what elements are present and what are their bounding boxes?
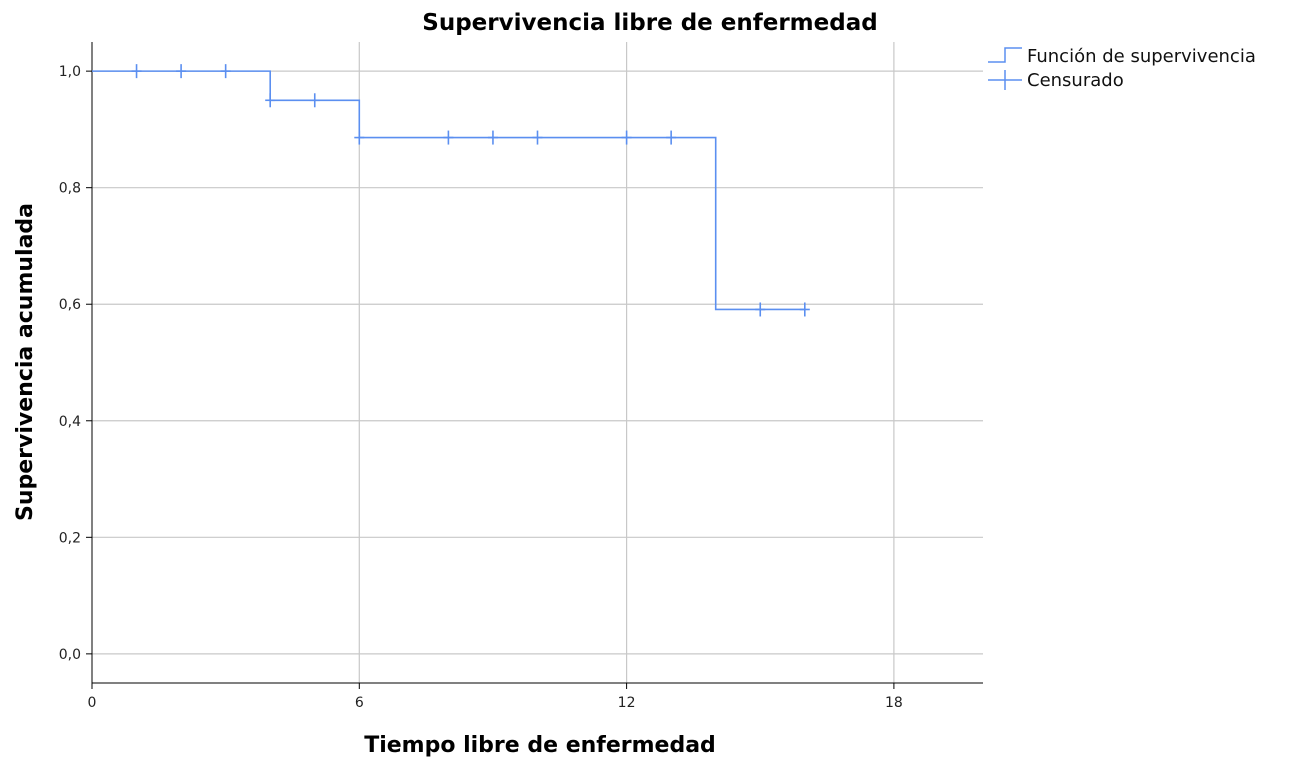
x-tick-label: 0 bbox=[88, 695, 97, 711]
y-tick-label: 0,4 bbox=[59, 414, 81, 430]
censored-marker bbox=[309, 93, 320, 108]
y-tick-label: 0,2 bbox=[59, 530, 81, 546]
legend-label-censored: Censurado bbox=[1027, 70, 1124, 91]
censored-marker bbox=[487, 130, 498, 145]
legend-label-survival: Función de supervivencia bbox=[1027, 46, 1256, 67]
survival-step-line bbox=[92, 70, 805, 311]
censored-marker bbox=[755, 302, 766, 317]
survival-series bbox=[92, 70, 805, 311]
chart-title: Supervivencia libre de enfermedad bbox=[422, 10, 877, 36]
censored-marker bbox=[220, 64, 231, 79]
censored-marker bbox=[176, 64, 187, 79]
x-axis-title: Tiempo libre de enfermedad bbox=[364, 733, 716, 758]
censored-marker bbox=[532, 130, 543, 145]
y-axis-title: Supervivencia acumulada bbox=[13, 203, 38, 521]
censored-marker bbox=[443, 130, 454, 145]
x-tick-label: 18 bbox=[885, 695, 903, 711]
y-tick-label: 0,6 bbox=[59, 297, 81, 313]
censored-marker bbox=[621, 130, 632, 145]
legend-step-icon bbox=[988, 47, 1022, 63]
legend: Función de supervivencia Censurado bbox=[988, 46, 1256, 91]
y-tick-label: 1,0 bbox=[59, 64, 81, 80]
ticks: 0 6 12 18 0,0 0,2 0,4 0,6 0,8 1,0 bbox=[59, 64, 903, 711]
y-tick-label: 0,8 bbox=[59, 181, 81, 197]
censored-marker bbox=[354, 130, 365, 145]
censored-marker bbox=[265, 93, 276, 108]
censored-marker bbox=[666, 130, 677, 145]
censored-marker bbox=[799, 302, 810, 317]
y-tick-label: 0,0 bbox=[59, 647, 81, 663]
x-tick-label: 6 bbox=[355, 695, 364, 711]
grid bbox=[92, 42, 983, 683]
x-tick-label: 12 bbox=[618, 695, 636, 711]
censored-markers bbox=[131, 64, 810, 317]
censored-marker bbox=[131, 64, 142, 79]
